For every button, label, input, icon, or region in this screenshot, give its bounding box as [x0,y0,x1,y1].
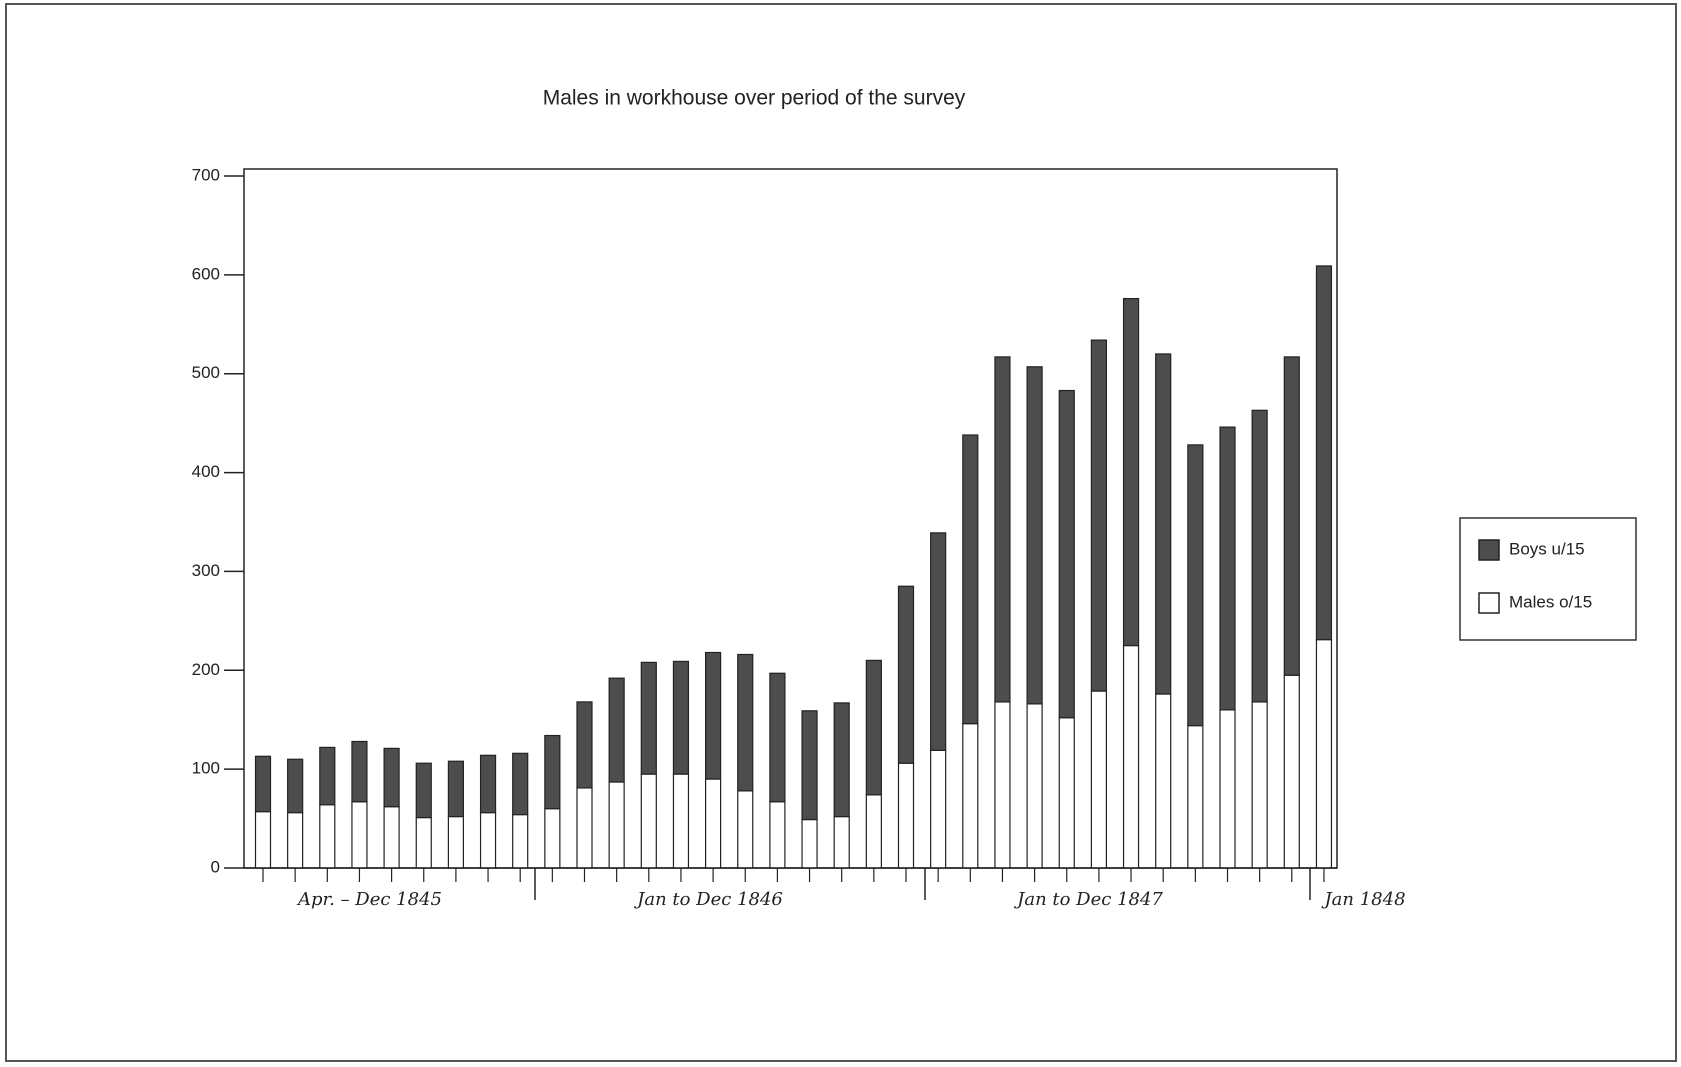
bar-segment [383,806,400,869]
legend-box [1459,517,1637,641]
bar-segment [1058,717,1075,869]
y-tick-label: 100 [192,759,220,778]
legend-label: Males o/15 [1509,592,1592,611]
bar-segment [608,781,625,869]
bar-segment [930,749,947,869]
period-annotation: Apr. – Dec 1845 [296,889,442,910]
bar-segment [1219,709,1236,869]
bar-segment [1090,690,1108,869]
bar-segment [319,746,336,806]
plot-frame [243,168,1338,869]
bar-segment [1315,639,1333,869]
bar-segment [1187,444,1204,727]
bar-segment [897,762,915,869]
bar-segment [544,808,561,869]
bar-segment [962,434,979,725]
bar-segment [865,794,882,869]
bar-segment [576,701,593,789]
y-tick-label: 700 [192,165,220,184]
bar-segment [897,585,915,764]
period-annotation: Jan to Dec 1847 [1013,889,1163,910]
bar-segment [833,702,850,818]
bar-segment [1155,693,1172,869]
bar-segment [287,812,304,869]
bar-segment [704,651,722,780]
bar-segment [737,653,754,792]
bar-segment [1026,366,1043,705]
bar-segment [737,790,754,869]
y-tick-label: 600 [192,264,220,283]
bar-segment [833,815,850,869]
bar-segment [865,659,882,796]
bar-segment [1122,644,1140,869]
bar-segment [415,762,432,819]
bar-segment [512,814,529,869]
bar-segment [994,701,1011,869]
bar-segment [1283,674,1300,869]
bar-segment [640,773,657,869]
bar-segment [576,787,593,869]
bar-segment [1155,353,1172,695]
bar-segment [962,723,979,869]
bar-segment [672,660,690,775]
bar-segment [769,672,786,803]
y-tick-label: 300 [192,561,220,580]
y-tick-label: 500 [192,363,220,382]
bar-segment [544,734,561,810]
y-tick-label: 400 [192,462,220,481]
bar-segment [1315,265,1333,641]
period-annotation: Jan 1848 [1320,889,1405,910]
period-annotation: Jan to Dec 1846 [633,889,783,910]
legend-swatch [1478,592,1500,614]
y-tick-label: 200 [192,660,220,679]
bar-segment [1251,409,1268,703]
bar-segment [1058,389,1075,719]
bar-segment [447,815,464,869]
y-tick-label: 0 [211,857,220,876]
bar-segment [351,801,368,869]
bar-segment [801,710,818,821]
bar-segment [801,818,818,869]
chart-title: Males in workhouse over period of the su… [543,87,966,110]
bar-segment [287,758,304,814]
bar-segment [351,740,368,803]
bar-segment [1122,297,1140,647]
bar-segment [640,661,657,775]
bar-segment [479,754,497,814]
bar-segment [512,752,529,816]
bar-segment [479,812,497,869]
bar-segment [1283,356,1300,676]
bar-segment [319,804,336,869]
bar-segment [608,677,625,783]
bar-segment [930,532,947,751]
bar-segment [383,747,400,808]
bar-segment [994,356,1011,703]
bar-segment [1251,701,1268,869]
bar-segment [1026,703,1043,869]
legend-swatch [1478,539,1500,561]
bar-segment [254,811,272,869]
legend-label: Boys u/15 [1509,539,1585,558]
bar-segment [672,773,690,869]
bar-segment [415,816,432,869]
bar-segment [1090,339,1108,692]
bar-segment [1187,725,1204,869]
bar-segment [769,801,786,869]
bar-segment [447,760,464,818]
bar-segment [254,755,272,813]
page-border [5,3,1677,1062]
bar-segment [704,778,722,869]
bar-segment [1219,426,1236,711]
